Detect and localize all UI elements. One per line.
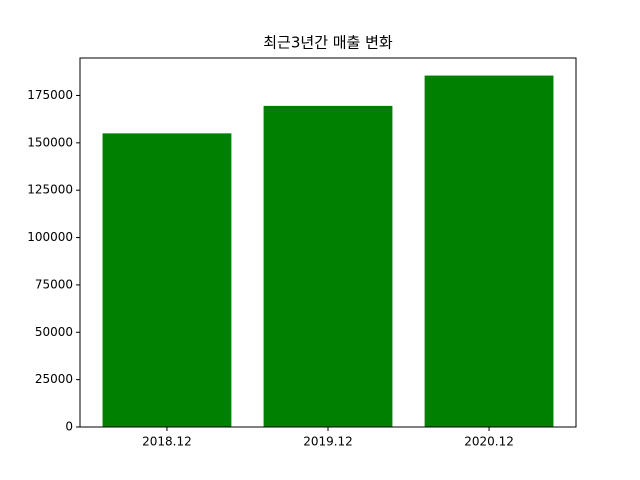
bar [263, 105, 393, 427]
y-tick-label: 0 [65, 420, 73, 434]
bar [102, 133, 232, 427]
y-tick-label: 125000 [27, 183, 73, 197]
x-tick-label: 2018.12 [142, 435, 192, 449]
y-tick-label: 175000 [27, 88, 73, 102]
y-tick-label: 25000 [35, 372, 73, 386]
bar [424, 75, 554, 428]
y-tick-label: 150000 [27, 135, 73, 149]
y-tick-label: 75000 [35, 277, 73, 291]
plot-frame [79, 57, 577, 428]
x-tick-label: 2019.12 [303, 435, 353, 449]
x-tick-label: 2020.12 [464, 435, 514, 449]
y-tick-label: 50000 [35, 325, 73, 339]
y-tick-label: 100000 [27, 230, 73, 244]
chart-title: 최근3년간 매출 변화 [263, 34, 393, 52]
